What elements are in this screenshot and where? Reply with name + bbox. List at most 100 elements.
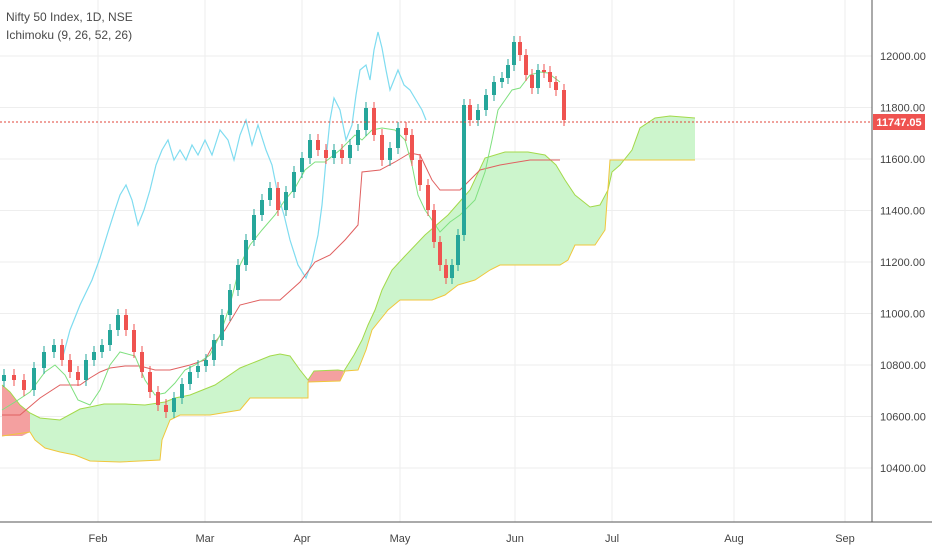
candle-bullish xyxy=(300,158,304,172)
candle-bullish xyxy=(188,372,192,384)
candle-bullish xyxy=(484,95,488,110)
price-tick-label: 11200.00 xyxy=(880,257,925,269)
candle-bullish xyxy=(172,398,176,412)
candle-bearish xyxy=(324,150,328,158)
candle-bearish xyxy=(410,135,414,160)
candle-bearish xyxy=(554,82,558,90)
candle-bearish xyxy=(164,405,168,412)
candle-bullish xyxy=(180,384,184,398)
price-tick-label: 12000.00 xyxy=(880,51,926,63)
candle-bearish xyxy=(524,55,528,75)
ichimoku-cloud xyxy=(1,115,696,463)
time-tick-label: Feb xyxy=(89,533,108,545)
candle-bearish xyxy=(542,70,546,72)
candle-bullish xyxy=(476,110,480,120)
symbol-title: Nifty 50 Index, 1D, NSE xyxy=(6,10,133,24)
time-tick-label: May xyxy=(390,533,411,545)
price-tick-label: 11000.00 xyxy=(880,309,925,321)
candle-bullish xyxy=(388,148,392,160)
candle-bullish xyxy=(108,330,112,345)
candle-bullish xyxy=(100,345,104,352)
candle-bearish xyxy=(404,128,408,135)
candle-bearish xyxy=(380,135,384,160)
candle-bullish xyxy=(462,105,466,235)
chart-legend: Nifty 50 Index, 1D, NSE Ichimoku (9, 26,… xyxy=(6,8,133,44)
indicator-title: Ichimoku (9, 26, 52, 26) xyxy=(6,28,133,42)
candle-bearish xyxy=(372,108,376,135)
candle-bearish xyxy=(12,375,16,380)
price-tick-label: 10400.00 xyxy=(880,463,926,475)
candle-bearish xyxy=(316,140,320,150)
candle-bullish xyxy=(308,140,312,158)
candle-bearish xyxy=(148,372,152,392)
time-tick-label: Mar xyxy=(196,533,215,545)
price-tick-label: 11400.00 xyxy=(880,206,925,218)
candle-bullish xyxy=(356,130,360,145)
candle-bullish xyxy=(196,366,200,372)
candle-bullish xyxy=(348,145,352,158)
candle-bearish xyxy=(76,372,80,380)
candle-bullish xyxy=(42,352,46,368)
kijun-sen-line xyxy=(2,152,560,416)
senkou-span-b xyxy=(1,159,695,463)
candle-bearish xyxy=(276,188,280,210)
price-tick-label: 11800.00 xyxy=(880,103,925,115)
candle-bearish xyxy=(60,345,64,360)
price-tick-label: 10800.00 xyxy=(880,360,926,372)
candle-bullish xyxy=(492,82,496,95)
last-price-badge xyxy=(873,114,925,130)
candle-bearish xyxy=(518,42,522,55)
cloud-bull-segment-2 xyxy=(344,116,695,371)
time-tick-label: Apr xyxy=(293,533,310,545)
candle-bullish xyxy=(260,200,264,215)
candle-bearish xyxy=(438,242,442,265)
time-tick-label: Sep xyxy=(835,533,855,545)
candle-bearish xyxy=(426,185,430,210)
cloud-bear-segment-1 xyxy=(2,385,30,436)
price-tick-label: 11600.00 xyxy=(880,154,925,166)
candle-bearish xyxy=(132,330,136,352)
tenkan-sen-line xyxy=(1,71,561,411)
candle-bullish xyxy=(228,290,232,315)
candle-bullish xyxy=(84,360,88,380)
candle-bullish xyxy=(506,65,510,78)
candle-bearish xyxy=(432,210,436,242)
candle-bearish xyxy=(68,360,72,372)
senkou-span-a xyxy=(1,115,696,421)
candle-bullish xyxy=(32,368,36,390)
time-tick-label: Jun xyxy=(506,533,524,545)
candle-bearish xyxy=(140,352,144,372)
candle-bullish xyxy=(456,235,460,265)
candle-bearish xyxy=(22,380,26,390)
candle-bullish xyxy=(204,360,208,366)
cloud-bear-segment-2 xyxy=(308,370,344,382)
candle-bullish xyxy=(2,375,6,381)
candle-bearish xyxy=(444,265,448,278)
candle-bullish xyxy=(512,42,516,65)
candle-bullish xyxy=(212,340,216,360)
candle-bearish xyxy=(124,315,128,330)
candle-bullish xyxy=(52,345,56,352)
candle-bearish xyxy=(418,160,422,185)
candle-bearish xyxy=(468,105,472,120)
time-tick-label: Jul xyxy=(605,533,619,545)
chikou-span-line xyxy=(61,31,427,361)
candle-bullish xyxy=(500,78,504,82)
candle-bearish xyxy=(530,75,534,88)
candle-bullish xyxy=(292,172,296,192)
price-tick-label: 10600.00 xyxy=(880,412,926,424)
candle-bullish xyxy=(92,352,96,360)
candle-bearish xyxy=(340,150,344,158)
candle-bullish xyxy=(284,192,288,210)
candle-bullish xyxy=(396,128,400,148)
candle-bullish xyxy=(268,188,272,200)
candle-bullish xyxy=(536,70,540,88)
time-axis-labels: Feb Mar Apr May Jun Jul Aug Sep xyxy=(89,533,855,545)
candlestick-series xyxy=(2,36,566,418)
candle-bullish xyxy=(364,108,368,130)
last-price-badge-text: 11747.05 xyxy=(876,117,921,129)
candle-bearish xyxy=(548,72,552,82)
candle-bullish xyxy=(332,150,336,158)
